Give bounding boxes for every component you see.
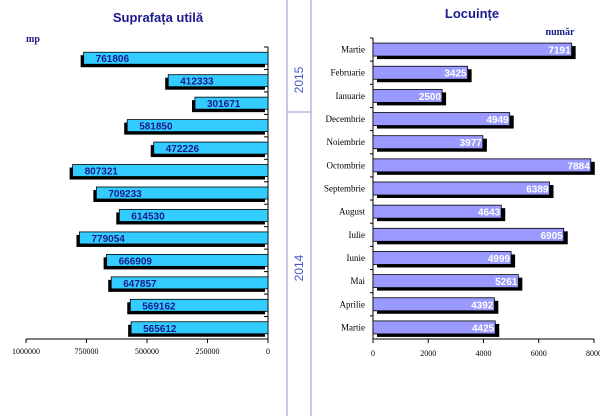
right-bar-value-label: 4643 xyxy=(478,208,501,219)
right-bar-value-label: 5261 xyxy=(495,277,518,288)
left-bar xyxy=(118,209,269,222)
left-x-tick-label: 0 xyxy=(266,347,270,356)
right-bar xyxy=(372,204,502,219)
right-bar-value-label: 4425 xyxy=(472,323,495,334)
right-x-tick-label: 4000 xyxy=(476,349,492,358)
right-x-tick-label: 0 xyxy=(371,349,375,358)
right-category-label: Ianuarie xyxy=(336,91,365,101)
left-bar-value-label: 779054 xyxy=(91,234,125,245)
left-x-tick-label: 500000 xyxy=(135,347,159,356)
right-bar-value-label: 2500 xyxy=(419,92,442,103)
right-category-label: Septembrie xyxy=(324,184,365,194)
right-bar-value-label: 4999 xyxy=(488,254,511,265)
left-bar-value-label: 807321 xyxy=(85,167,119,178)
left-x-tick-label: 250000 xyxy=(196,347,220,356)
right-bar xyxy=(372,65,469,80)
right-category-label: Februarie xyxy=(331,68,365,78)
left-bar xyxy=(194,96,269,110)
left-x-tick-label: 750000 xyxy=(75,347,99,356)
right-category-label: Decembrie xyxy=(326,114,365,124)
left-bar-value-label: 709233 xyxy=(108,189,142,200)
right-chart-title: Locuințe xyxy=(445,6,499,21)
left-bar-value-label: 412333 xyxy=(180,77,214,88)
right-category-label: Noiembrie xyxy=(327,137,366,147)
right-chart-unit: număr xyxy=(546,27,575,38)
left-bar xyxy=(129,298,269,312)
left-chart-title: Suprafața utilă xyxy=(113,10,204,25)
left-bar-value-label: 647857 xyxy=(123,279,157,290)
year-label-2015: 2015 xyxy=(292,66,306,93)
year-label-2014: 2014 xyxy=(292,254,306,281)
left-bar-value-label: 614530 xyxy=(131,211,165,222)
right-bar-value-label: 3977 xyxy=(460,138,483,149)
right-category-label: Octombrie xyxy=(327,160,366,170)
right-bar xyxy=(372,297,495,312)
right-bar xyxy=(372,181,550,196)
right-bar xyxy=(372,274,519,289)
right-bar xyxy=(372,251,512,265)
right-bar-value-label: 3425 xyxy=(444,69,467,80)
right-x-tick-label: 6000 xyxy=(531,349,547,358)
left-x-tick-label: 1000000 xyxy=(12,347,40,356)
right-x-tick-label: 2000 xyxy=(420,349,436,358)
left-bar xyxy=(95,186,269,200)
right-bar xyxy=(372,42,573,57)
right-bar-value-label: 4392 xyxy=(471,300,494,311)
left-bar xyxy=(72,164,269,177)
right-bar xyxy=(372,227,565,242)
left-bar-value-label: 581850 xyxy=(139,122,173,133)
right-bar-value-label: 7191 xyxy=(548,46,571,57)
right-bar-value-label: 4949 xyxy=(486,115,509,126)
right-category-label: August xyxy=(339,207,366,217)
right-bar xyxy=(372,112,511,126)
right-bar xyxy=(372,320,496,335)
left-bar xyxy=(126,119,269,133)
left-bar-value-label: 301671 xyxy=(207,99,241,110)
left-bar-value-label: 565612 xyxy=(143,324,177,335)
right-bar-value-label: 7884 xyxy=(568,161,591,172)
right-category-label: Aprilie xyxy=(340,299,366,309)
left-bar-value-label: 569162 xyxy=(142,301,176,312)
right-bar-chart: Martie 7191 Februarie 3425 Ianuarie 2500 Decem… xyxy=(324,37,600,358)
right-bar xyxy=(372,158,592,173)
right-bar-value-label: 6389 xyxy=(526,185,549,196)
right-category-label: Martie xyxy=(341,45,365,55)
left-bar-value-label: 472226 xyxy=(166,144,200,155)
left-bar xyxy=(167,74,269,88)
left-bar-value-label: 761806 xyxy=(96,54,130,65)
left-bar-value-label: 666909 xyxy=(119,256,153,267)
right-category-label: Mai xyxy=(351,276,366,286)
right-category-label: Martie xyxy=(341,322,365,332)
right-bar-value-label: 6905 xyxy=(541,231,564,242)
left-chart-unit: mp xyxy=(26,34,40,45)
left-bar xyxy=(110,276,269,290)
right-x-tick-label: 8000 xyxy=(586,349,600,358)
right-bar xyxy=(372,135,484,150)
left-bar xyxy=(79,231,269,245)
left-bar xyxy=(153,141,269,155)
right-bar xyxy=(372,88,443,103)
right-category-label: Iunie xyxy=(347,253,366,263)
left-bar xyxy=(106,253,269,267)
right-category-label: Iulie xyxy=(349,230,366,240)
left-bar-chart: 761806 412333 301671 581850 472226 807321 7092… xyxy=(12,46,270,356)
left-bar xyxy=(130,321,269,335)
left-bar xyxy=(83,51,269,65)
